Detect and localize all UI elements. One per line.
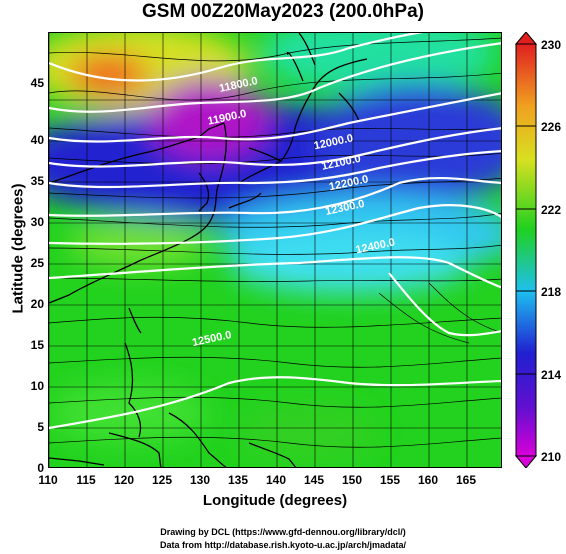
y-tick-label: 15: [30, 338, 44, 352]
x-tick-label: 115: [76, 473, 96, 487]
x-tick-label: 145: [303, 473, 325, 487]
x-tick-label: 155: [379, 473, 401, 487]
y-tick-label: 30: [30, 215, 44, 229]
wind-streamlines: [49, 37, 501, 448]
x-tick-label: 130: [189, 473, 211, 487]
y-tick-label: 0: [37, 461, 44, 475]
y-tick-label: 10: [30, 379, 44, 393]
x-tick-label: 135: [227, 473, 249, 487]
temperature-field: [49, 33, 501, 467]
y-tick-label: 25: [30, 256, 44, 270]
x-tick-label: 150: [341, 473, 363, 487]
x-tick-label: 120: [113, 473, 135, 487]
map-plot-area: 11800.0 11900.0 12000.0 12100.0 12200.0 12300…: [48, 32, 502, 468]
colorbar-label: 226: [541, 120, 562, 134]
x-tick-label: 165: [455, 473, 477, 487]
x-tick-label: 125: [151, 473, 173, 487]
y-tick-label: 35: [30, 174, 44, 188]
map-canvas: 11800.011900.012000.012100.012200.012300…: [49, 33, 501, 467]
colorbar-label: 230: [541, 38, 562, 52]
colorbar-label: 214: [541, 368, 562, 382]
height-contours: [49, 33, 501, 430]
x-tick-label: 110: [38, 473, 58, 487]
y-tick-label: 45: [30, 76, 44, 90]
y-tick-label: 20: [30, 297, 44, 311]
credit-data: Data from http://database.rish.kyoto-u.a…: [159, 540, 407, 550]
x-tick-label: 140: [265, 473, 287, 487]
x-axis-label: Longitude (degrees): [202, 492, 348, 509]
x-tick-label: 160: [417, 473, 439, 487]
y-tick-label: 5: [37, 420, 44, 434]
map-title: GSM 00Z20May2023 (200.0hPa): [142, 1, 424, 22]
colorbar: [514, 32, 538, 468]
y-tick-label: 40: [30, 133, 44, 147]
colorbar-label: 218: [541, 285, 562, 299]
credit-drawing: Drawing by DCL (https://www.gfd-dennou.o…: [160, 527, 406, 537]
colorbar-label: 210: [541, 450, 562, 464]
colorbar-label: 222: [541, 203, 562, 217]
y-axis-label: Latitude (degrees): [9, 183, 27, 314]
